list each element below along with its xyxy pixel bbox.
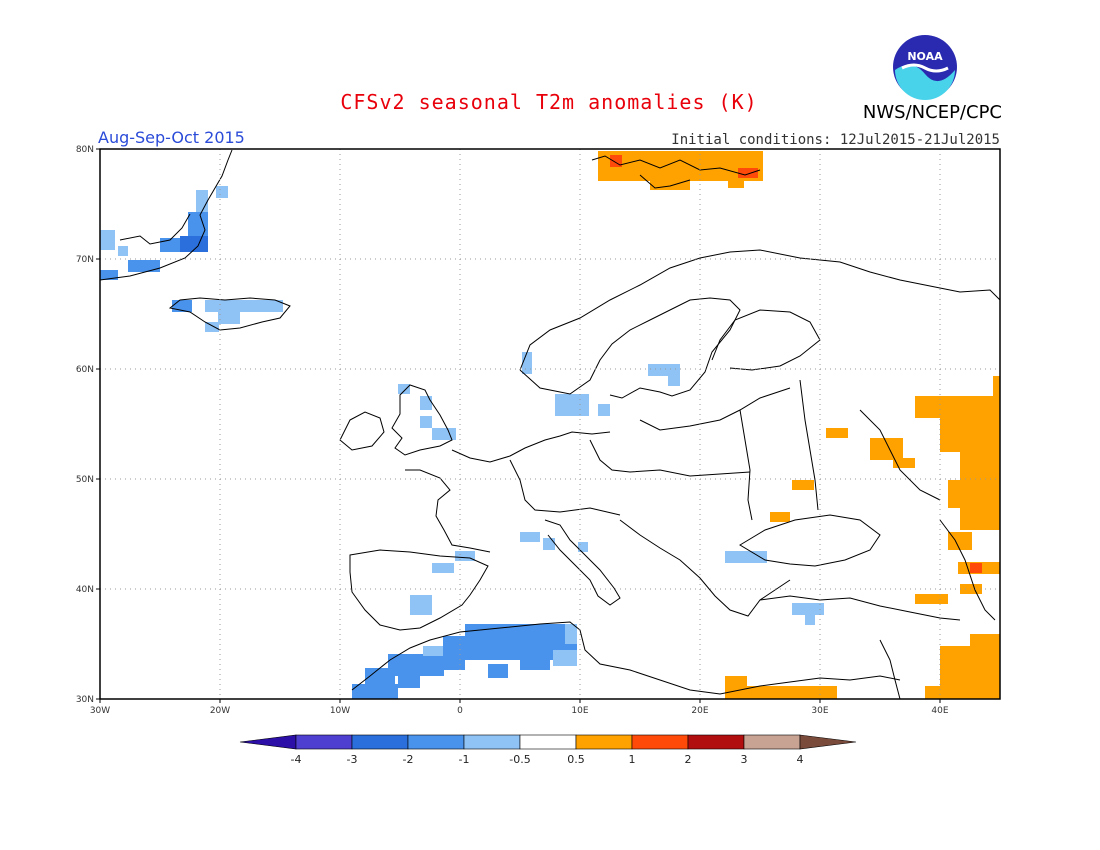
latitude-ticks: 30N 40N 50N 60N 70N 80N bbox=[76, 145, 100, 705]
x-tick-label: 40E bbox=[931, 706, 948, 716]
colorbar-segment bbox=[519, 734, 577, 750]
colorbar: -4 -3 -2 -1 -0.5 0.5 1 2 3 4 bbox=[239, 734, 857, 766]
colorbar-label: -2 bbox=[403, 753, 414, 766]
x-tick-label: 20E bbox=[691, 706, 708, 716]
grid-lines bbox=[100, 149, 1000, 699]
y-tick-label: 60N bbox=[76, 365, 94, 375]
x-tick-label: 0 bbox=[457, 706, 463, 716]
x-tick-label: 30E bbox=[811, 706, 828, 716]
y-tick-label: 50N bbox=[76, 475, 94, 485]
y-tick-label: 30N bbox=[76, 695, 94, 705]
colorbar-label: -1 bbox=[459, 753, 470, 766]
colorbar-arrow-low bbox=[239, 734, 297, 750]
colorbar-segment bbox=[351, 734, 409, 750]
colorbar-label: -3 bbox=[347, 753, 358, 766]
agency-label: NWS/NCEP/CPC bbox=[862, 102, 1002, 123]
anomaly-region-north-europe bbox=[398, 352, 680, 440]
anomaly-region-greenland bbox=[100, 186, 228, 280]
anomaly-region-north-africa bbox=[352, 624, 577, 699]
longitude-ticks: 30W 20W 10W 0 10E 20E 30E 40E bbox=[90, 699, 949, 716]
anomaly-region-svalbard bbox=[598, 151, 763, 190]
colorbar-segment bbox=[407, 734, 465, 750]
colorbar-label: 1 bbox=[629, 753, 636, 766]
x-tick-label: 30W bbox=[90, 706, 110, 716]
colorbar-segment bbox=[743, 734, 801, 750]
map-plot-area bbox=[99, 148, 1001, 700]
y-tick-label: 70N bbox=[76, 255, 94, 265]
anomaly-cells bbox=[100, 151, 1000, 699]
colorbar-segment bbox=[463, 734, 521, 750]
colorbar-label: -0.5 bbox=[509, 753, 530, 766]
anomaly-region-mediterranean bbox=[410, 532, 824, 625]
colorbar-label: 2 bbox=[685, 753, 692, 766]
coastlines bbox=[99, 149, 1001, 700]
x-tick-label: 20W bbox=[210, 706, 230, 716]
colorbar-label: -4 bbox=[291, 753, 302, 766]
x-tick-label: 10E bbox=[571, 706, 588, 716]
map-title: CFSv2 seasonal T2m anomalies (K) bbox=[340, 90, 758, 114]
anomaly-region-middle-east bbox=[725, 634, 1000, 699]
season-label: Aug-Sep-Oct 2015 bbox=[98, 128, 245, 147]
map-frame bbox=[99, 148, 1001, 700]
anomaly-region-east bbox=[770, 376, 1000, 604]
y-tick-label: 40N bbox=[76, 585, 94, 595]
anomaly-region-iceland bbox=[172, 300, 283, 332]
colorbar-label: 0.5 bbox=[567, 753, 585, 766]
initial-conditions-label: Initial conditions: 12Jul2015-21Jul2015 bbox=[671, 132, 1000, 148]
colorbar-segment bbox=[687, 734, 745, 750]
colorbar-segment bbox=[575, 734, 633, 750]
colorbar-label: 4 bbox=[797, 753, 804, 766]
colorbar-segment bbox=[631, 734, 689, 750]
logo-text: NOAA bbox=[907, 50, 943, 63]
x-tick-label: 10W bbox=[330, 706, 350, 716]
colorbar-segment bbox=[295, 734, 353, 750]
noaa-logo: NOAA bbox=[893, 35, 957, 100]
colorbar-arrow-high bbox=[799, 734, 857, 750]
y-tick-label: 80N bbox=[76, 145, 94, 155]
colorbar-label: 3 bbox=[741, 753, 748, 766]
